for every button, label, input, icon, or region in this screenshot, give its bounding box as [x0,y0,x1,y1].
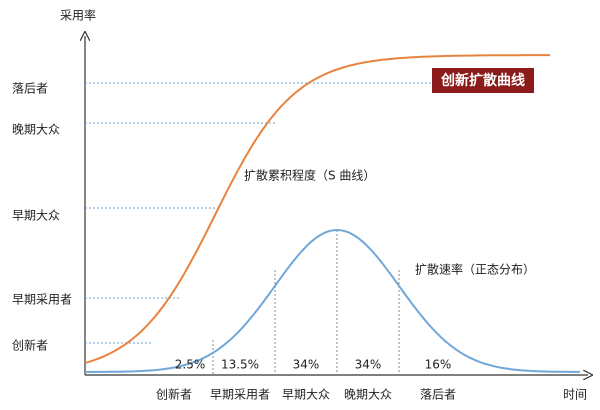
share-label: 34% [355,358,382,372]
level-label: 落后者 [12,82,48,96]
share-label: 34% [293,358,320,372]
bell-curve-label: 扩散速率（正态分布） [415,262,535,277]
title: 创新扩散曲线 [440,72,525,89]
level-label: 早期采用者 [12,293,72,307]
level-label: 创新者 [12,338,48,353]
level-label: 晚期大众 [12,123,60,137]
segment-label: 早期大众 [282,388,330,402]
share-label: 16% [425,358,452,372]
share-label: 2.5% [175,358,206,372]
level-label: 早期大众 [12,209,60,223]
title-box [432,68,534,93]
bell-curve [85,228,580,373]
segment-label: 创新者 [156,387,192,402]
segment-label: 晚期大众 [344,388,392,402]
s-curve-label: 扩散累积程度（S 曲线） [244,168,375,183]
segment-label: 早期采用者 [210,388,270,402]
segment-label: 落后者 [420,388,456,402]
s-curve [84,54,550,365]
y-axis-label: 采用率 [60,8,96,23]
share-label: 13.5% [221,358,259,372]
x-axis-label: 时间 [563,388,587,402]
